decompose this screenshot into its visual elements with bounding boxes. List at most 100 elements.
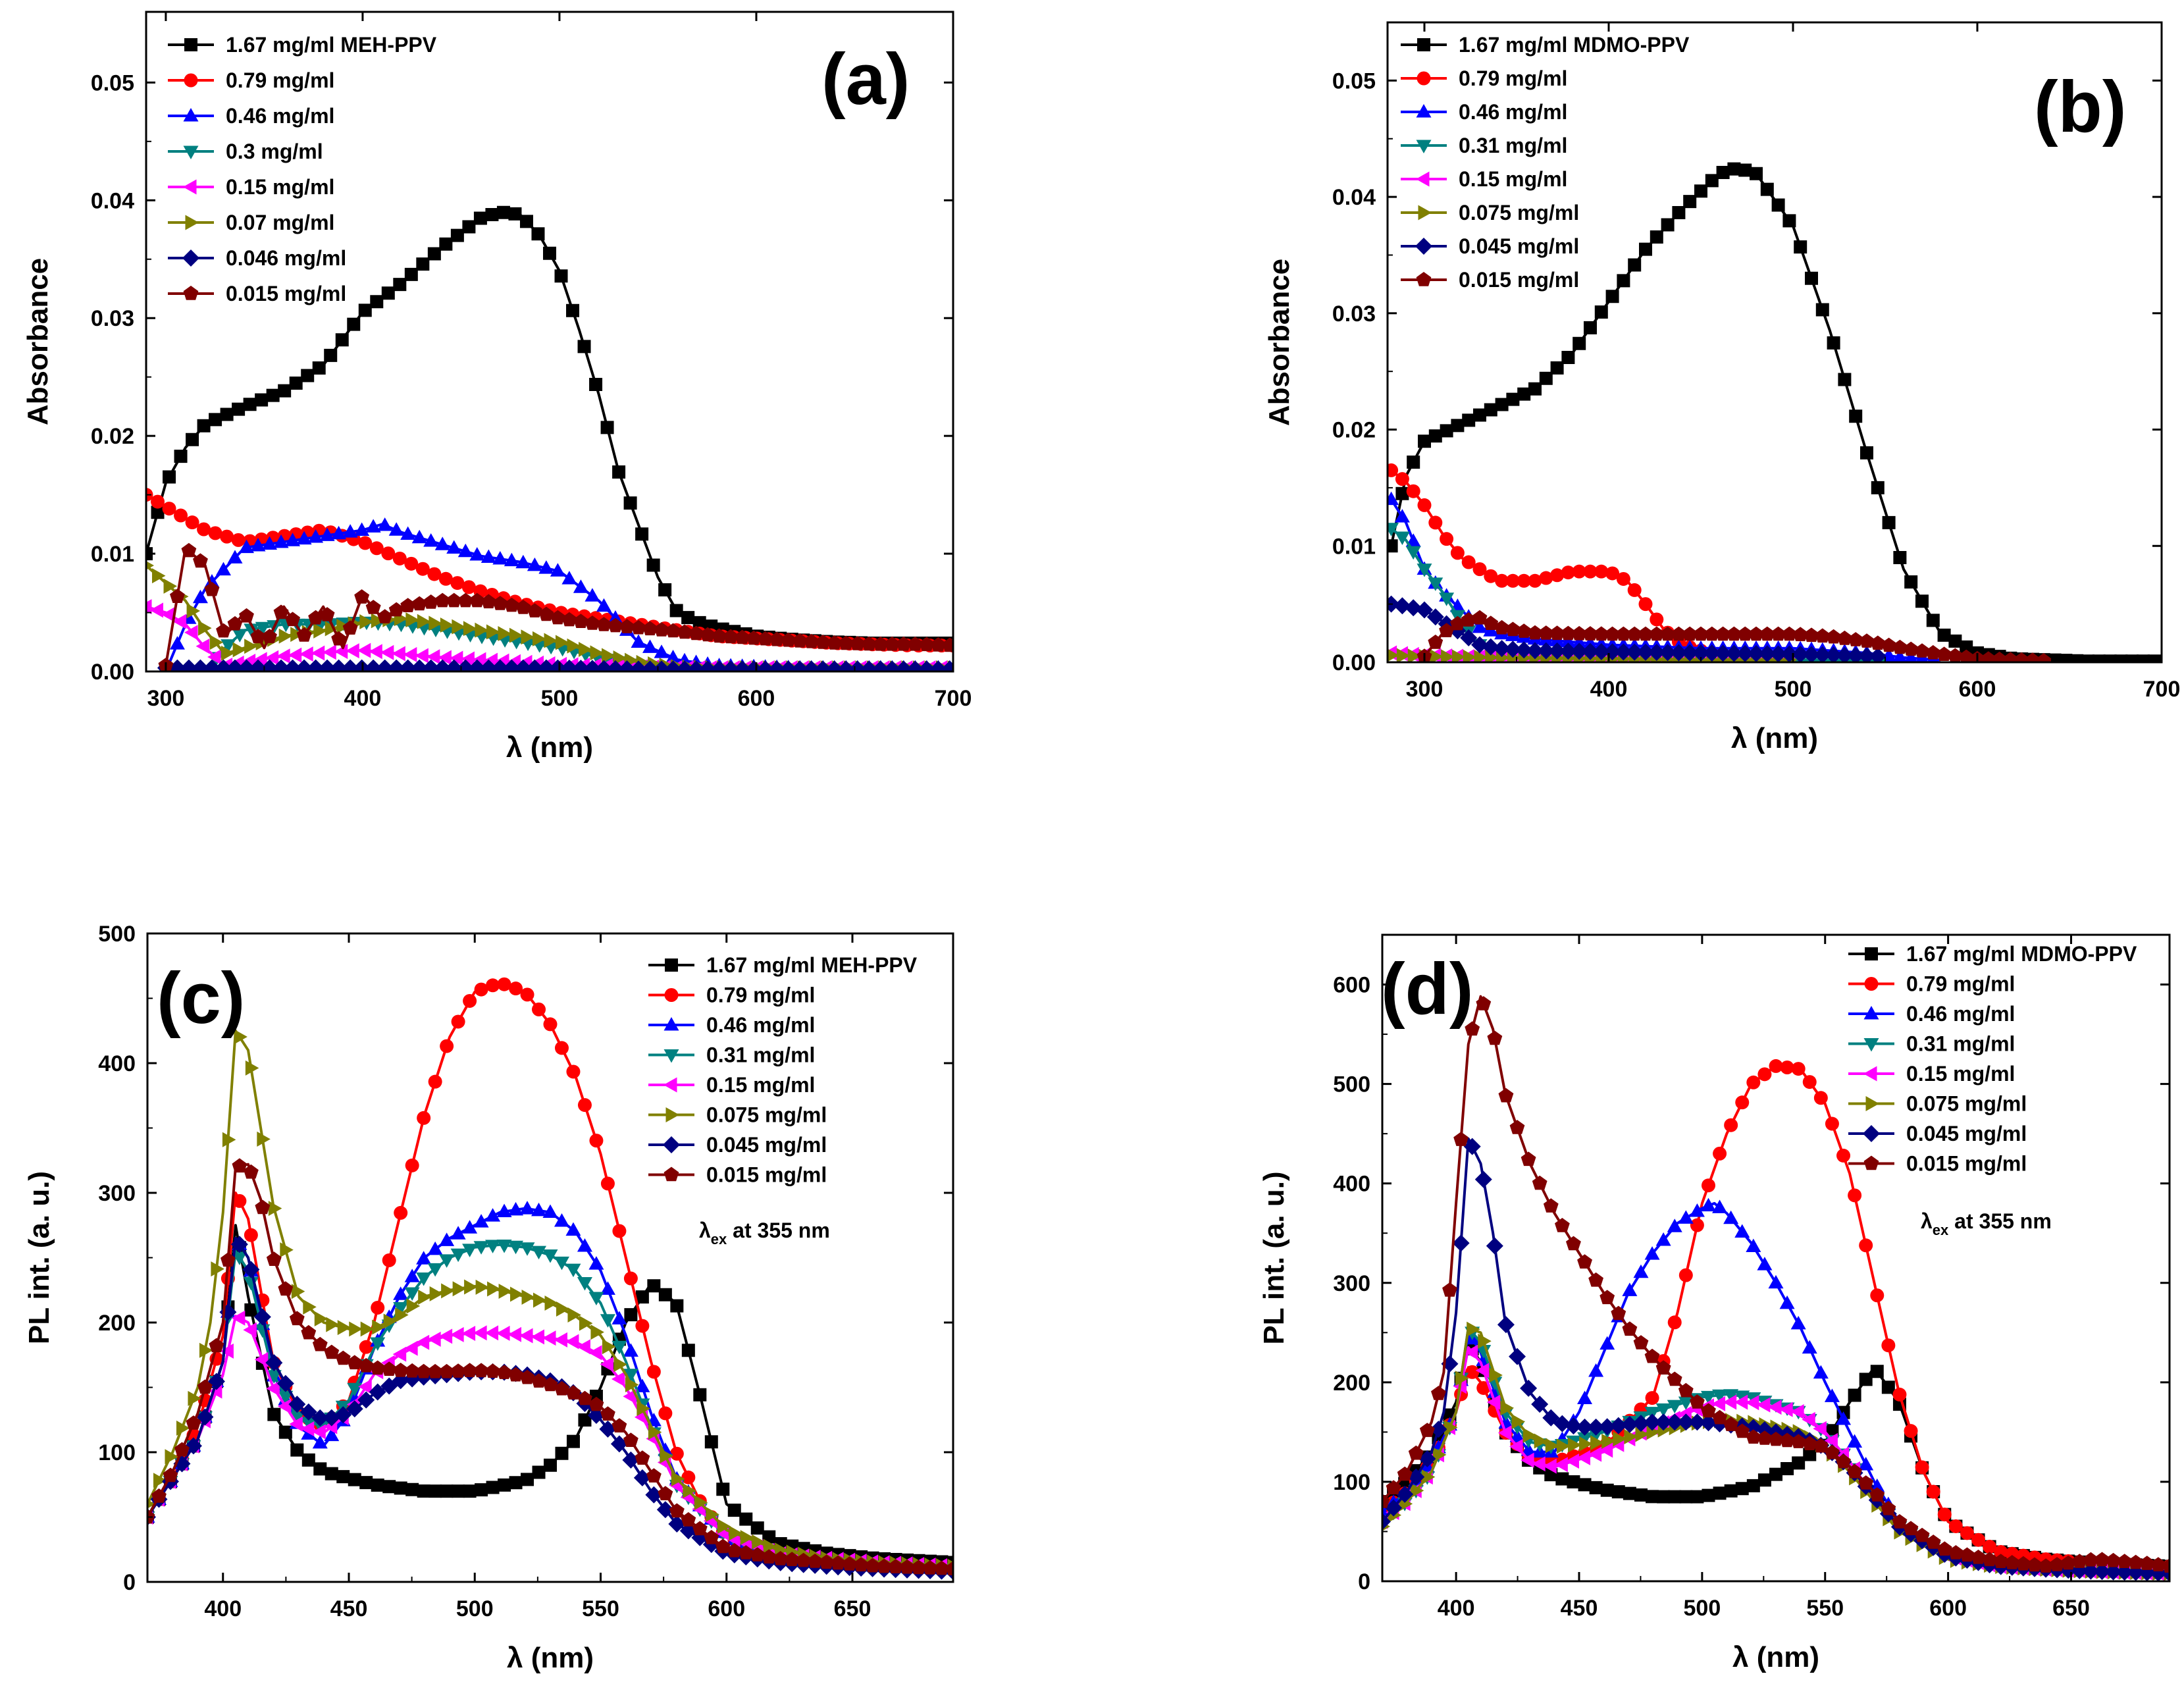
data-point (360, 1321, 375, 1337)
x-tick-label: 500 (1775, 677, 1812, 702)
data-point (452, 1281, 467, 1297)
data-point (289, 1311, 305, 1326)
data-point (245, 1060, 259, 1076)
legend-marker (663, 1049, 679, 1063)
y-tick-label: 0.02 (1332, 418, 1376, 443)
data-point (498, 1283, 513, 1299)
data-point (1395, 472, 1409, 486)
data-point (400, 598, 416, 612)
data-point (440, 617, 454, 633)
data-point (613, 1357, 627, 1373)
data-point (1802, 1075, 1817, 1089)
data-point (1450, 546, 1465, 560)
y-tick-label: 0 (123, 1570, 136, 1595)
data-point (1474, 649, 1488, 662)
data-point (1688, 1413, 1706, 1431)
data-point (1779, 1295, 1795, 1309)
legend-item: 0.15 mg/ml (648, 1073, 815, 1097)
legend-item: 0.045 mg/ml (648, 1133, 827, 1157)
data-point (804, 633, 819, 648)
data-point (642, 621, 658, 636)
data-point (1914, 1527, 1930, 1542)
data-point (1646, 1490, 1659, 1504)
data-point (184, 625, 198, 641)
data-point (1410, 1482, 1424, 1498)
data-point (1582, 635, 1598, 649)
data-point (149, 602, 164, 618)
data-point (1915, 594, 1929, 608)
data-point (1405, 599, 1422, 617)
data-point (1495, 398, 1509, 411)
data-point (1650, 230, 1663, 244)
data-point (752, 1534, 766, 1550)
data-point (561, 612, 577, 627)
data-point (358, 1357, 374, 1373)
data-point (438, 1328, 453, 1344)
legend-marker (663, 1017, 679, 1031)
data-point (815, 635, 831, 649)
y-tick-label: 0.02 (91, 424, 134, 449)
data-point (244, 639, 258, 654)
legend-item: 0.045 mg/ml (1401, 234, 1579, 258)
legend-marker (1863, 1155, 1879, 1170)
data-point (1622, 1282, 1638, 1296)
data-point (199, 1342, 213, 1358)
x-tick-label: 500 (1684, 1596, 1721, 1621)
series-group (1382, 995, 2170, 1581)
data-point (197, 419, 211, 433)
data-point (147, 1509, 155, 1524)
data-point (370, 295, 384, 309)
y-tick-label: 500 (1333, 1072, 1370, 1097)
data-point (1723, 1394, 1737, 1410)
data-point (1516, 623, 1532, 638)
data-point (781, 632, 796, 647)
data-point (208, 526, 222, 540)
data-point (600, 1356, 613, 1372)
data-point (1561, 625, 1576, 641)
data-point (1566, 1236, 1581, 1251)
data-point (578, 1413, 592, 1427)
data-point (1522, 1427, 1537, 1443)
data-point (400, 526, 416, 540)
data-point (2150, 1557, 2166, 1571)
data-point (681, 1470, 696, 1484)
data-point (163, 1467, 178, 1482)
y-axis-title: PL int. (a. u.) (23, 1171, 55, 1344)
data-point (209, 635, 224, 650)
data-point (231, 1310, 246, 1326)
y-tick-label: 500 (98, 922, 136, 947)
data-point (1849, 409, 1863, 423)
data-point (358, 1378, 372, 1394)
data-point (1725, 644, 1743, 662)
data-point (255, 621, 271, 636)
data-point (683, 1483, 696, 1499)
data-point (1983, 1540, 1997, 1554)
data-point (1616, 571, 1630, 586)
series-8 (1382, 995, 2170, 1573)
data-point (334, 1406, 352, 1424)
data-point (280, 1242, 294, 1258)
data-point (347, 1382, 363, 1397)
legend-label: 0.045 mg/ml (1459, 234, 1579, 258)
data-point (519, 215, 533, 228)
data-point (567, 1307, 581, 1323)
data-point (681, 611, 695, 625)
data-point (1745, 1395, 1759, 1411)
legend-item: 0.07 mg/ml (168, 211, 334, 234)
annotation-lambda: λ (699, 1219, 711, 1242)
data-point (612, 1224, 627, 1238)
data-point (1599, 1336, 1615, 1350)
data-point (1705, 174, 1719, 188)
data-point (1605, 566, 1620, 581)
legend-marker (183, 108, 199, 122)
data-point (1734, 1394, 1748, 1410)
y-tick-label: 100 (1333, 1470, 1370, 1495)
data-point (346, 643, 359, 659)
y-tick-label: 0.04 (1332, 185, 1376, 210)
data-point (1426, 608, 1444, 626)
legend-label: 1.67 mg/ml MEH-PPV (706, 953, 918, 977)
data-point (1428, 429, 1442, 443)
data-point (266, 1251, 282, 1266)
data-point (519, 1242, 535, 1256)
data-point (1858, 1475, 1874, 1490)
